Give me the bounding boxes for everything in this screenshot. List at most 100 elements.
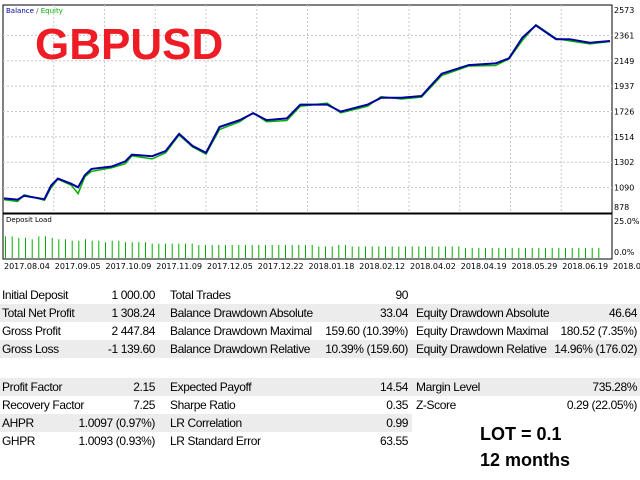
deposit-load-bar	[145, 242, 146, 258]
deposit-load-bar	[98, 240, 100, 258]
deposit-load-bar	[338, 245, 340, 258]
stat-value: 14.54	[379, 380, 408, 394]
deposit-load-bar	[158, 243, 160, 258]
deposit-load-bar	[191, 243, 193, 258]
stats-row: Initial Deposit 1 000.00 Total Trades 90	[0, 286, 640, 304]
deposit-load-bar	[511, 247, 513, 258]
deposit-load-bar	[5, 236, 6, 258]
deposit-load-bar	[78, 240, 80, 258]
deposit-load-bar	[278, 245, 280, 258]
y-tick-label: 1090	[614, 184, 634, 193]
deposit-load-bar	[218, 245, 220, 258]
deposit-load-bar	[365, 246, 366, 258]
deposit-load-bar	[171, 243, 173, 258]
deposit-load-bar	[571, 247, 573, 258]
stat-value: 1.0093 (0.93%)	[78, 434, 156, 448]
stat-label: LR Standard Error	[170, 434, 261, 448]
legend-balance: Balance	[6, 7, 34, 15]
deposit-load-bar	[578, 247, 580, 258]
deposit-load-bar	[11, 236, 13, 258]
deposit-load-bar	[91, 240, 93, 258]
deposit-load-bar	[531, 247, 533, 258]
stat-label: Expected Payoff	[170, 380, 252, 394]
deposit-load-bar	[465, 247, 466, 258]
deposit-load-bar	[231, 245, 233, 258]
deposit-load-bar	[151, 243, 153, 258]
deposit-load-label: Deposit Load	[6, 216, 52, 224]
stat-value: 0.99	[386, 416, 408, 430]
deposit-load-bar	[238, 245, 240, 258]
svg-text:Balance / Equity: Balance / Equity	[6, 7, 63, 15]
deposit-load-bar	[58, 239, 60, 258]
deposit-load-bar	[458, 246, 460, 258]
stat-value: 7.25	[133, 398, 155, 412]
stat-value: 159.60 (10.39%)	[325, 324, 408, 338]
deposit-load-bar	[545, 247, 546, 258]
x-tick-label: 2018.04.02	[410, 262, 456, 271]
stat-value: 2.15	[133, 380, 155, 394]
x-tick-label: 2018.01.18	[309, 262, 355, 271]
x-tick-label: 2017.11.09	[156, 262, 202, 271]
stat-label: Equity Drawdown Relative	[416, 342, 547, 356]
deposit-load-bar	[411, 246, 413, 258]
deposit-load-bar	[451, 246, 453, 258]
deposit-load-bar	[358, 246, 360, 258]
deposit-load-bar	[265, 245, 266, 258]
deposit-load-bar	[51, 237, 53, 258]
deposit-load-bar	[305, 245, 306, 258]
y-tick-label: 2573	[614, 6, 634, 15]
deposit-load-bar	[418, 246, 420, 258]
deposit-load-bar	[518, 247, 520, 258]
deposit-load-bar	[431, 246, 433, 258]
stats-row: Gross Loss -1 139.60 Balance Drawdown Rela…	[0, 340, 640, 358]
deposit-load-bar	[591, 247, 593, 258]
stat-label: LR Correlation	[170, 416, 242, 430]
deposit-load-bar	[198, 245, 200, 258]
stat-value: 735.28%	[592, 380, 637, 394]
deposit-load-bar	[398, 246, 400, 258]
x-tick-label: 2017.12.05	[207, 262, 253, 271]
x-tick-label: 2018.02.12	[359, 262, 405, 271]
stat-label: Recovery Factor	[2, 398, 85, 412]
stat-label: AHPR	[2, 416, 34, 430]
x-tick-label: 2017.12.22	[258, 262, 304, 271]
deposit-load-bar	[471, 247, 473, 258]
stat-value: -1 139.60	[107, 342, 156, 356]
stat-label: Z-Score	[416, 398, 456, 412]
stat-label: Profit Factor	[2, 380, 63, 394]
deposit-load-bar	[585, 247, 586, 258]
deposit-load-bar	[551, 247, 553, 258]
deposit-load-bar	[405, 246, 406, 258]
deposit-load-bar	[378, 246, 380, 258]
deposit-load-bar	[425, 246, 426, 258]
y-tick-label: 1302	[614, 158, 634, 167]
deposit-load-bar	[111, 240, 113, 258]
y-tick-label: 878	[614, 203, 629, 212]
deposit-load-bar	[445, 246, 446, 258]
x-tick-label: 2017.08.04	[4, 262, 50, 271]
deposit-load-bar	[565, 247, 566, 258]
stat-value: 14.96% (176.02)	[554, 342, 637, 356]
stats-block-2: Profit Factor 2.15 Expected Payoff 14.54 Mar…	[0, 378, 640, 450]
stats-row: Profit Factor 2.15 Expected Payoff 14.54 Mar…	[0, 378, 640, 396]
deposit-load-bar	[285, 245, 286, 258]
deposit-load-bar	[525, 247, 526, 258]
deposit-load-bar	[85, 239, 86, 258]
x-tick-label: 2018.04.19	[461, 262, 507, 271]
deposit-load-bar	[258, 245, 260, 258]
balance-equity-chart: 878 1090 1302 1514 1726 1937 2149 2361 2573 2017…	[2, 4, 640, 271]
deposit-load-bar	[271, 245, 273, 258]
stat-value: 33.04	[379, 306, 408, 320]
deposit-load-bar	[138, 242, 140, 258]
deposit-load-bar	[118, 240, 120, 258]
lot-note: LOT = 0.1	[480, 424, 562, 444]
deposit-load-bar	[291, 245, 293, 258]
stat-label: Balance Drawdown Maximal	[170, 324, 312, 338]
deposit-load-max: 25.0%	[614, 217, 640, 226]
stats-block-1: Initial Deposit 1 000.00 Total Trades 90 To…	[0, 286, 640, 358]
stats-row: Gross Profit 2 447.84 Balance Drawdown Max…	[0, 322, 640, 340]
y-tick-label: 1514	[614, 133, 634, 142]
deposit-load-bar	[45, 236, 46, 258]
stat-label: Balance Drawdown Absolute	[170, 306, 313, 320]
deposit-load-bar	[205, 245, 206, 258]
